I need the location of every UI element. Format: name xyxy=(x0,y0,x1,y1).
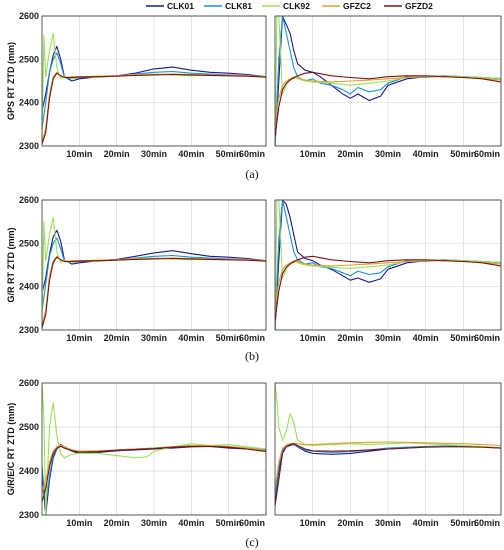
series-line-clk92 xyxy=(275,16,501,146)
x-tick-label: 50min xyxy=(216,149,242,159)
panels: 10min 20min 30min 40min 50min60min2300240025… xyxy=(6,11,502,528)
series-line-gfzc2 xyxy=(275,441,501,489)
legend-label-gfzd2: GFZD2 xyxy=(405,1,433,11)
plot-frame xyxy=(274,199,502,331)
x-tick-label: 30min xyxy=(141,333,167,343)
caption-c: (c) xyxy=(245,535,258,549)
x-tick-label: 10min xyxy=(66,333,92,343)
x-tick-label: 10min xyxy=(300,333,326,343)
x-tick-label: 60min xyxy=(239,149,265,159)
x-tick-label: 20min xyxy=(337,149,363,159)
series-line-gfzd2 xyxy=(275,71,501,138)
series-line-gfzd2 xyxy=(275,443,501,507)
x-tick-label: 50min xyxy=(216,518,242,528)
x-tick-label: 50min xyxy=(450,333,476,343)
x-tick-label: 20min xyxy=(104,333,130,343)
x-tick-label: 20min xyxy=(337,333,363,343)
x-tick-label: 10min xyxy=(300,149,326,159)
x-tick-label: 40min xyxy=(178,333,204,343)
x-tick-label: 10min xyxy=(66,518,92,528)
series-line-clk92 xyxy=(42,383,266,515)
x-tick-label: 20min xyxy=(104,149,130,159)
x-tick-label: 50min xyxy=(216,333,242,343)
y-axis-label: G/R/E/C RT ZTD (mm) xyxy=(6,403,16,496)
y-tick-label: 2500 xyxy=(19,238,39,248)
x-tick-label: 60min xyxy=(474,518,500,528)
series-line-gfzc2 xyxy=(42,444,266,494)
legend-label-gfzc2: GFZC2 xyxy=(343,1,371,11)
x-tick-label: 30min xyxy=(375,149,401,159)
series-line-gfzd2 xyxy=(42,72,266,144)
y-tick-label: 2300 xyxy=(19,325,39,335)
series-line-gfzd2 xyxy=(42,445,266,502)
x-tick-label: 40min xyxy=(413,149,439,159)
y-axis-label: G/R RT ZTD (mm) xyxy=(6,228,16,303)
x-tick-label: 40min xyxy=(413,333,439,343)
caption-b: (b) xyxy=(245,349,259,363)
y-tick-label: 2400 xyxy=(19,466,39,476)
x-tick-label: 20min xyxy=(337,518,363,528)
plot-frame xyxy=(41,199,267,331)
y-tick-label: 2500 xyxy=(19,54,39,64)
captions: (a) (b) (c) xyxy=(245,167,259,549)
series-line-gfzd2 xyxy=(42,256,266,328)
x-tick-label: 60min xyxy=(239,333,265,343)
x-tick-label: 60min xyxy=(239,518,265,528)
plot-frame xyxy=(274,382,502,516)
x-tick-label: 10min xyxy=(300,518,326,528)
y-axis-label: GPS RT ZTD (mm) xyxy=(6,42,16,120)
x-tick-label: 60min xyxy=(474,333,500,343)
legend-label-clk92: CLK92 xyxy=(283,1,310,11)
plot-frame xyxy=(274,15,502,147)
series-line-clk92 xyxy=(275,200,501,330)
y-tick-label: 2500 xyxy=(19,422,39,432)
y-tick-label: 2600 xyxy=(19,195,39,205)
plot-frame xyxy=(41,382,267,516)
plot-frame xyxy=(41,15,267,147)
x-tick-label: 20min xyxy=(104,518,130,528)
x-tick-label: 30min xyxy=(375,518,401,528)
x-tick-label: 50min xyxy=(450,149,476,159)
x-tick-label: 60min xyxy=(474,149,500,159)
legend-label-clk01: CLK01 xyxy=(167,1,194,11)
x-tick-label: 40min xyxy=(413,518,439,528)
x-tick-label: 30min xyxy=(141,149,167,159)
y-tick-label: 2600 xyxy=(19,11,39,21)
x-tick-label: 40min xyxy=(178,149,204,159)
y-tick-label: 2600 xyxy=(19,378,39,388)
x-tick-label: 40min xyxy=(178,518,204,528)
x-tick-label: 30min xyxy=(375,333,401,343)
x-tick-label: 50min xyxy=(450,518,476,528)
series-line-gfzd2 xyxy=(275,255,501,322)
series-line-clk92 xyxy=(275,383,501,449)
x-tick-label: 30min xyxy=(141,518,167,528)
y-tick-label: 2300 xyxy=(19,510,39,520)
legend: CLK01 CLK81 CLK92 GFZC2 GFZD2 xyxy=(146,1,433,11)
caption-a: (a) xyxy=(245,167,258,181)
y-tick-label: 2300 xyxy=(19,141,39,151)
legend-label-clk81: CLK81 xyxy=(225,1,252,11)
x-tick-label: 10min xyxy=(66,149,92,159)
y-tick-label: 2400 xyxy=(19,282,39,292)
y-tick-label: 2400 xyxy=(19,98,39,108)
